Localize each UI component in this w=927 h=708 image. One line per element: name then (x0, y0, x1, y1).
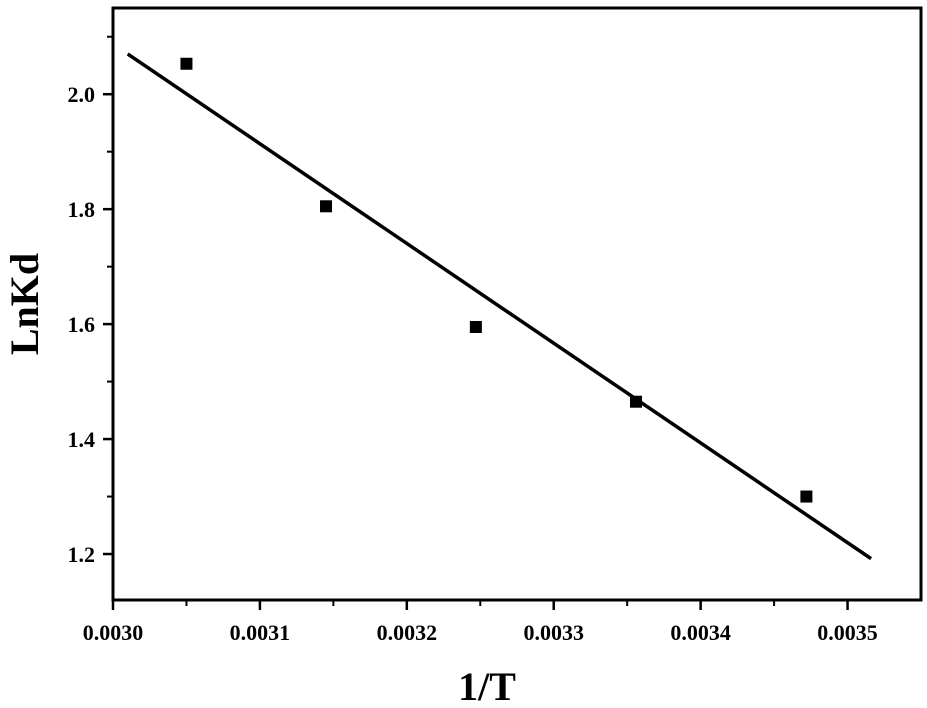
y-tick-label: 1.6 (68, 312, 96, 337)
y-tick-label: 2.0 (68, 82, 96, 107)
y-tick-label: 1.8 (68, 197, 96, 222)
data-point (629, 395, 642, 408)
x-tick-label: 0.0033 (523, 620, 584, 645)
x-axis-ticks: 0.0030 0.0031 0.0032 0.0033 0.0034 0.0035 (83, 600, 878, 645)
fit-line-layer (126, 52, 873, 561)
data-point (469, 320, 482, 333)
y-axis-ticks: 1.2 1.4 1.6 1.8 2.0 (68, 35, 113, 567)
x-tick-label: 0.0035 (817, 620, 878, 645)
x-tick-label: 0.0030 (83, 620, 144, 645)
linear-fit-line (126, 52, 873, 561)
data-points-layer (180, 57, 813, 503)
y-axis-title: LnKd (2, 253, 47, 355)
y-tick-label: 1.2 (68, 542, 96, 567)
data-point (180, 57, 193, 70)
y-tick-label: 1.4 (68, 427, 96, 452)
x-tick-label: 0.0034 (670, 620, 731, 645)
x-tick-label: 0.0031 (230, 620, 291, 645)
plot-frame (111, 6, 923, 602)
data-point (800, 490, 813, 503)
x-axis-title: 1/T (458, 664, 516, 708)
data-point (320, 200, 333, 213)
x-tick-label: 0.0032 (377, 620, 438, 645)
